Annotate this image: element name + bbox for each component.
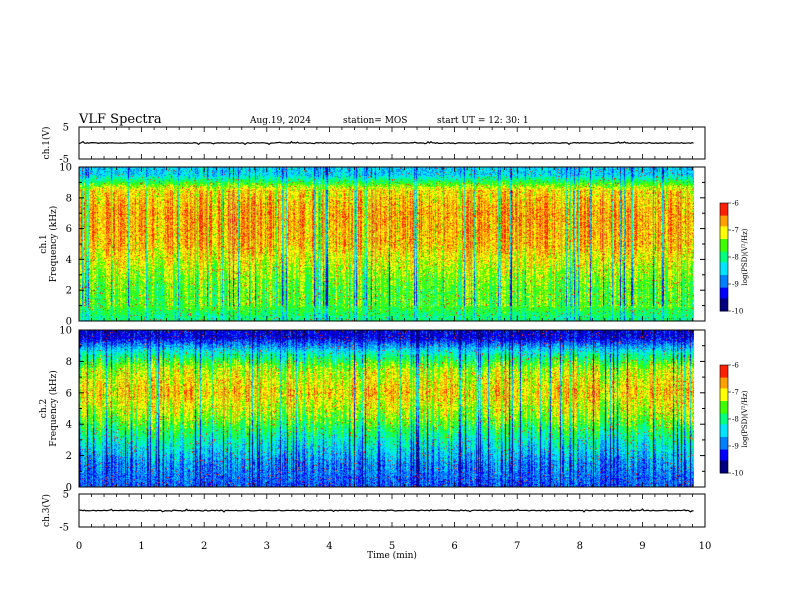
waveform-trace — [79, 508, 694, 513]
colorbar-label: log(PSD)(V²/Hz) — [741, 228, 749, 285]
ch1-spectrogram-heatmap — [79, 167, 694, 321]
colorbar-tick-label: -7 — [732, 227, 739, 235]
ch2-spectrogram-panel: 0 2 4 6 8 10 ch.2Frequency (kHz) — [39, 326, 706, 494]
x-axis-label: Time (min) — [367, 550, 417, 561]
x-tick-label: 4 — [326, 541, 332, 552]
ch2-spectrogram-heatmap — [79, 330, 694, 487]
y-tick-label: 0 — [66, 483, 72, 494]
colorbar-tick-label: -6 — [732, 362, 739, 370]
colorbar-tick-label: -9 — [732, 281, 739, 289]
x-axis: 0 1 2 3 4 5 6 7 8 9 10 Time (min) — [76, 541, 712, 561]
y-tick-label: 2 — [66, 451, 72, 462]
colorbar-tick-label: -8 — [732, 254, 739, 262]
ch3-waveform-ylabel: ch.3(V) — [41, 494, 52, 527]
y-tick-label: 8 — [66, 357, 72, 368]
ch1-waveform-ylabel: ch.1(V) — [41, 127, 52, 160]
x-tick-label: 1 — [138, 541, 144, 552]
x-tick-label: 2 — [201, 541, 207, 552]
y-tick-label: 8 — [66, 193, 72, 204]
colorbar-tick-label: -8 — [732, 416, 739, 424]
x-tick-label: 7 — [514, 541, 520, 552]
colorbar-tick-label: -7 — [732, 389, 739, 397]
colorbar-ch2: -6 -7 -8 -9 -10 log(PSD)(V²/Hz) — [719, 362, 749, 478]
x-tick-label: 0 — [76, 541, 82, 552]
y-tick-label: 4 — [66, 255, 72, 266]
y-tick-label: 2 — [66, 286, 72, 297]
y-tick-label: 5 — [63, 490, 69, 501]
y-tick-label: 4 — [66, 420, 72, 431]
y-tick-label: 10 — [59, 326, 72, 337]
x-tick-label: 8 — [577, 541, 583, 552]
y-tick-label: 6 — [66, 224, 72, 235]
x-tick-label: 5 — [389, 541, 395, 552]
ch2-spectrogram-ylabel: ch.2Frequency (kHz) — [39, 370, 59, 447]
ch1-spectrogram-ylabel: ch.1Frequency (kHz) — [39, 206, 59, 283]
ch1-spectrogram-panel: 0 2 4 6 8 10 ch.1Frequency (kHz) — [39, 163, 706, 328]
figure-title: VLF Spectra — [78, 112, 162, 127]
x-tick-label: 9 — [639, 541, 645, 552]
colorbar-tick-label: -6 — [732, 200, 739, 208]
x-tick-label: 3 — [264, 541, 270, 552]
y-tick-label: -5 — [59, 155, 69, 166]
waveform-trace — [79, 140, 694, 146]
ch1-waveform-panel: 5 -5 ch.1(V) — [41, 123, 706, 166]
date-label: Aug.19, 2024 — [249, 116, 311, 126]
colorbar-ch1: -6 -7 -8 -9 -10 log(PSD)(V²/Hz) — [719, 200, 749, 316]
station-label: station= MOS — [343, 116, 407, 126]
y-tick-label: 6 — [66, 388, 72, 399]
colorbar-tick-label: -10 — [732, 470, 743, 478]
colorbar-tick-label: -9 — [732, 443, 739, 451]
y-tick-label: 10 — [59, 163, 72, 174]
colorbar-tick-label: -10 — [732, 308, 743, 316]
x-tick-label: 6 — [451, 541, 457, 552]
ch3-waveform-panel: 5 -5 ch.3(V) — [41, 490, 706, 534]
y-tick-label: 5 — [63, 123, 69, 134]
colorbar-label: log(PSD)(V²/Hz) — [741, 390, 749, 447]
y-tick-label: -5 — [59, 523, 69, 534]
x-tick-label: 10 — [699, 541, 712, 552]
start-ut-label: start UT = 12: 30: 1 — [437, 116, 529, 126]
y-tick-label: 0 — [66, 317, 72, 328]
